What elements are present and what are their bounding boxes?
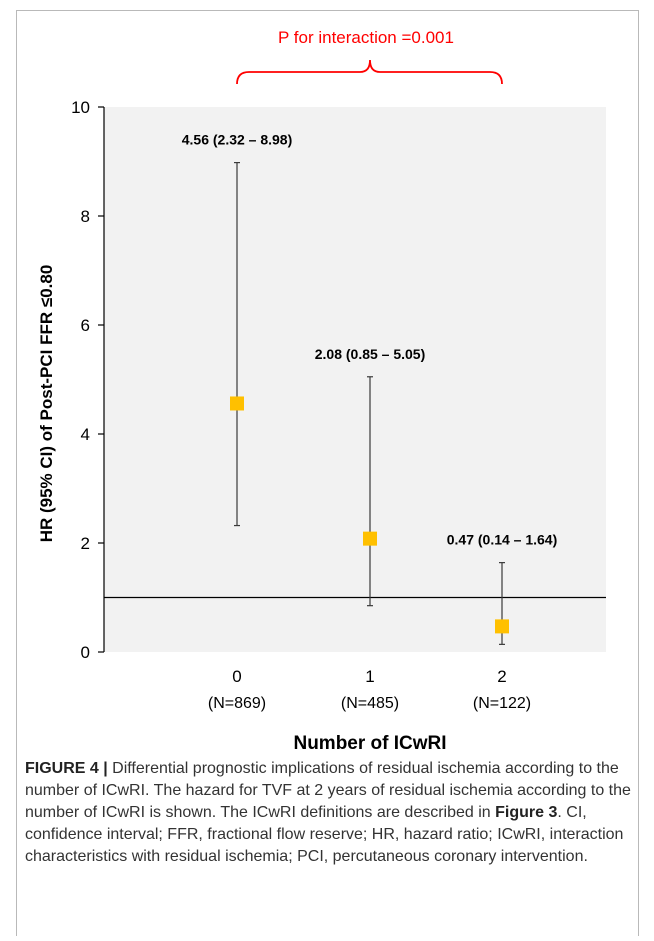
x-tick-label: 0 xyxy=(232,667,241,686)
x-tick-sublabel: (N=122) xyxy=(473,695,531,712)
hr-point xyxy=(363,531,377,546)
x-tick-label: 1 xyxy=(365,667,374,686)
figure-frame xyxy=(16,10,639,936)
data-marks: 4.56 (2.32 – 8.98) 2.08 (0.85 – 5.05) 0.47… xyxy=(182,132,558,645)
interaction-bracket-path xyxy=(236,59,503,85)
point-label: 0.47 (0.14 – 1.64) xyxy=(447,532,558,548)
y-axis-ticks: 0 2 4 6 8 10 xyxy=(71,98,104,662)
hr-point xyxy=(230,396,244,411)
caption-text-1: Differential prognostic implications of … xyxy=(25,760,631,821)
y-tick-label: 10 xyxy=(71,98,90,117)
y-tick-label: 8 xyxy=(81,207,90,226)
caption-label: FIGURE 4 | xyxy=(25,760,108,777)
point-label: 2.08 (0.85 – 5.05) xyxy=(315,346,426,362)
x-tick-label: 2 xyxy=(497,667,506,686)
caption-figure-ref[interactable]: Figure 3 xyxy=(495,804,558,821)
interaction-bracket xyxy=(236,59,503,85)
figure-caption: FIGURE 4 | Differential prognostic impli… xyxy=(25,758,633,868)
caption-text-2: . CI, confidence interval; FFR, fraction… xyxy=(25,804,624,865)
x-axis-label: Number of ICwRI xyxy=(293,733,446,750)
x-tick-sublabel: (N=485) xyxy=(341,695,399,712)
interaction-annotation: P for interaction =0.001 xyxy=(278,28,454,47)
y-tick-label: 4 xyxy=(81,425,90,444)
x-tick-sublabel: (N=869) xyxy=(208,695,266,712)
plot-area xyxy=(104,107,606,652)
y-axis-label: HR (95% CI) of Post-PCI FFR ≤0.80 xyxy=(37,265,56,543)
y-tick-label: 6 xyxy=(81,316,90,335)
y-tick-label: 2 xyxy=(81,534,90,553)
x-axis-tick-labels: 0 (N=869) 1 (N=485) 2 (N=122) xyxy=(208,667,531,712)
y-tick-label: 0 xyxy=(81,643,90,662)
point-label: 4.56 (2.32 – 8.98) xyxy=(182,132,293,148)
hr-point xyxy=(495,619,509,634)
